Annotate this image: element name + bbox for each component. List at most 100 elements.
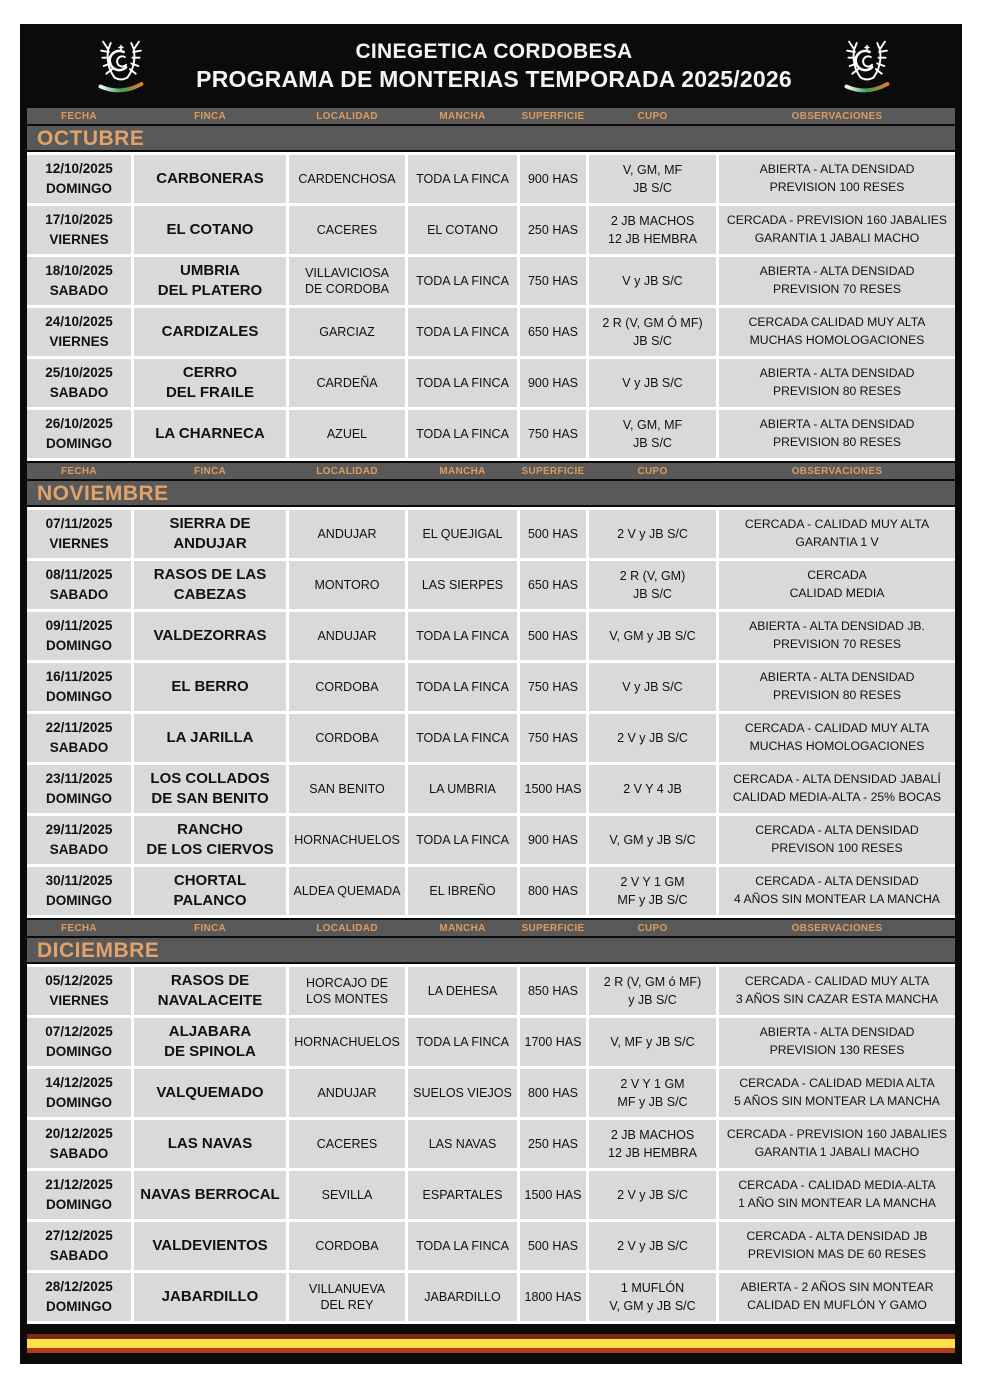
- col-header-localidad: LOCALIDAD: [316, 465, 378, 477]
- table-row: 24/10/2025 VIERNES CARDIZALES GARCIAZ TO…: [27, 308, 955, 356]
- cell-superficie: 900 HAS: [520, 155, 586, 203]
- table-row: 20/12/2025 SABADO LAS NAVAS CACERES LAS …: [27, 1120, 955, 1168]
- cell-fecha: 08/11/2025 SABADO: [27, 561, 131, 609]
- month-label: OCTUBRE: [37, 126, 145, 150]
- cell-observaciones-line: PREVISION 80 RESES: [772, 688, 902, 702]
- table-row: 27/12/2025 SABADO VALDEVIENTOS CORDOBA T…: [27, 1222, 955, 1270]
- cell-fecha-day: DOMINGO: [46, 1044, 112, 1059]
- cell-fecha: 25/10/2025 SABADO: [27, 359, 131, 407]
- cell-fecha: 07/11/2025 VIERNES: [27, 510, 131, 558]
- cell-localidad: CARDEÑA: [289, 359, 405, 407]
- cell-fecha-day: SABADO: [49, 385, 109, 400]
- club-antlers-logo-right: [844, 40, 890, 93]
- cell-cupo-line: JB S/C: [633, 181, 672, 195]
- cell-cupo-line: 2 V Y 1 GM: [620, 874, 685, 889]
- cell-observaciones-line: ABIERTA - ALTA DENSIDAD: [759, 670, 915, 685]
- cell-fecha-day: DOMINGO: [46, 1095, 112, 1110]
- cell-localidad-line: ANDUJAR: [317, 628, 377, 643]
- cell-fecha: 14/12/2025 DOMINGO: [27, 1069, 131, 1117]
- cell-observaciones-line: CERCADA CALIDAD MUY ALTA: [748, 315, 926, 330]
- cell-fecha-date: 09/11/2025: [45, 618, 113, 634]
- cell-fecha-day: SABADO: [49, 1248, 109, 1263]
- cell-finca-line: JABARDILLO: [161, 1287, 259, 1305]
- cell-cupo-line: 2 V y JB S/C: [617, 1238, 688, 1253]
- cell-finca-line: VALDEVIENTOS: [152, 1236, 268, 1254]
- table-row: 28/12/2025 DOMINGO JABARDILLO VILLANUEVA…: [27, 1273, 955, 1321]
- cell-finca-line: RASOS DE LAS: [153, 565, 267, 583]
- cell-superficie: 750 HAS: [520, 257, 586, 305]
- table-row: 22/11/2025 SABADO LA JARILLA CORDOBA TOD…: [27, 714, 955, 762]
- cell-fecha-date: 07/12/2025: [45, 1024, 113, 1040]
- cell-fecha-day: DOMINGO: [46, 689, 112, 704]
- cell-localidad-line: CORDOBA: [315, 679, 379, 694]
- cell-localidad: VILLANUEVA DEL REY: [289, 1273, 405, 1321]
- cell-observaciones-line: 3 AÑOS SIN CAZAR ESTA MANCHA: [735, 992, 939, 1006]
- cell-mancha: EL QUEJIGAL: [408, 510, 517, 558]
- cell-observaciones-line: GARANTIA 1 JABALI MACHO: [754, 231, 920, 245]
- table-row: 23/11/2025 DOMINGO LOS COLLADOS DE SAN BE…: [27, 765, 955, 813]
- table-row: 25/10/2025 SABADO CERRO DEL FRAILE CARDEÑ…: [27, 359, 955, 407]
- cell-fecha-day: VIERNES: [49, 334, 109, 349]
- cell-cupo-line: V y JB S/C: [622, 273, 683, 288]
- cell-observaciones-line: MUCHAS HOMOLOGACIONES: [749, 333, 925, 347]
- cell-fecha-date: 22/11/2025: [45, 720, 113, 736]
- cell-finca-line: PALANCO: [173, 892, 247, 909]
- cell-observaciones: CERCADA - ALTA DENSIDAD PREVISON 100 RESE…: [719, 816, 955, 864]
- cell-observaciones: ABIERTA - 2 AÑOS SIN MONTEAR CALIDAD EN M…: [719, 1273, 955, 1321]
- cell-fecha-date: 16/11/2025: [45, 669, 113, 685]
- cell-localidad-line: DE CORDOBA: [304, 282, 390, 296]
- cell-finca: RASOS DE NAVALACEITE: [134, 967, 286, 1015]
- cell-superficie: 650 HAS: [520, 561, 586, 609]
- cell-finca: RANCHO DE LOS CIERVOS: [134, 816, 286, 864]
- cell-finca-line: ANDUJAR: [173, 535, 247, 552]
- cell-finca: CARDIZALES: [134, 308, 286, 356]
- cell-fecha: 20/12/2025 SABADO: [27, 1120, 131, 1168]
- cell-localidad: HORNACHUELOS: [289, 816, 405, 864]
- cell-localidad-line: ALDEA QUEMADA: [293, 883, 401, 898]
- cell-fecha-day: DOMINGO: [46, 791, 112, 806]
- cell-finca-line: NAVALACEITE: [157, 992, 263, 1009]
- cell-localidad-line: HORCAJO DE: [306, 975, 388, 990]
- cell-observaciones-line: ABIERTA - ALTA DENSIDAD: [759, 162, 915, 177]
- cell-cupo-line: JB S/C: [633, 334, 672, 348]
- cell-mancha: ESPARTALES: [408, 1171, 517, 1219]
- cell-cupo: 2 V y JB S/C: [589, 714, 716, 762]
- cell-superficie: 750 HAS: [520, 410, 586, 458]
- cell-fecha: 24/10/2025 VIERNES: [27, 308, 131, 356]
- cell-observaciones-line: CERCADA - ALTA DENSIDAD JB: [746, 1229, 928, 1244]
- cell-observaciones-line: ABIERTA - ALTA DENSIDAD JB.: [749, 619, 925, 634]
- cell-superficie: 900 HAS: [520, 359, 586, 407]
- cell-localidad-line: VILLAVICIOSA: [305, 265, 389, 280]
- cell-localidad: CORDOBA: [289, 1222, 405, 1270]
- cell-fecha: 26/10/2025 DOMINGO: [27, 410, 131, 458]
- cell-observaciones-line: ABIERTA - ALTA DENSIDAD: [759, 1025, 915, 1040]
- cell-observaciones-line: PREVISON 100 RESES: [771, 841, 903, 855]
- cell-finca-line: LA CHARNECA: [155, 424, 265, 442]
- cell-finca-line: DE SAN BENITO: [151, 790, 269, 807]
- cell-mancha: TODA LA FINCA: [408, 816, 517, 864]
- cell-localidad: ANDUJAR: [289, 510, 405, 558]
- cell-finca: RASOS DE LAS CABEZAS: [134, 561, 286, 609]
- cell-observaciones-line: CALIDAD MEDIA-ALTA - 25% BOCAS: [732, 790, 942, 804]
- cell-finca-line: VALDEZORRAS: [153, 626, 267, 644]
- cell-localidad: SAN BENITO: [289, 765, 405, 813]
- cell-superficie: 1800 HAS: [520, 1273, 586, 1321]
- column-header-row: FECHA FINCA LOCALIDAD MANCHA SUPERFICIE …: [27, 920, 955, 936]
- cell-cupo: V y JB S/C: [589, 257, 716, 305]
- cell-finca-line: DEL FRAILE: [165, 384, 255, 401]
- month-label: NOVIEMBRE: [37, 481, 169, 505]
- cell-finca: EL BERRO: [134, 663, 286, 711]
- cell-observaciones-line: 1 AÑO SIN MONTEAR LA MANCHA: [738, 1196, 936, 1210]
- cell-observaciones-line: PREVISION 80 RESES: [772, 384, 902, 398]
- col-header-superficie: SUPERFICIE: [521, 110, 585, 122]
- cell-observaciones: CERCADA - ALTA DENSIDAD 4 AÑOS SIN MONTEA…: [719, 867, 955, 915]
- cell-fecha: 23/11/2025 DOMINGO: [27, 765, 131, 813]
- cell-localidad-line: SEVILLA: [321, 1187, 373, 1202]
- cell-cupo-line: 1 MUFLÓN: [620, 1280, 685, 1295]
- cell-fecha: 07/12/2025 DOMINGO: [27, 1018, 131, 1066]
- section-rows: 05/12/2025 VIERNES RASOS DE NAVALACEITE H…: [27, 964, 955, 1324]
- cell-cupo: V, GM y JB S/C: [589, 816, 716, 864]
- cell-observaciones: ABIERTA - ALTA DENSIDAD PREVISION 70 RESE…: [719, 257, 955, 305]
- cell-cupo-line: 12 JB HEMBRA: [608, 1146, 697, 1160]
- cell-localidad-line: SAN BENITO: [309, 781, 385, 796]
